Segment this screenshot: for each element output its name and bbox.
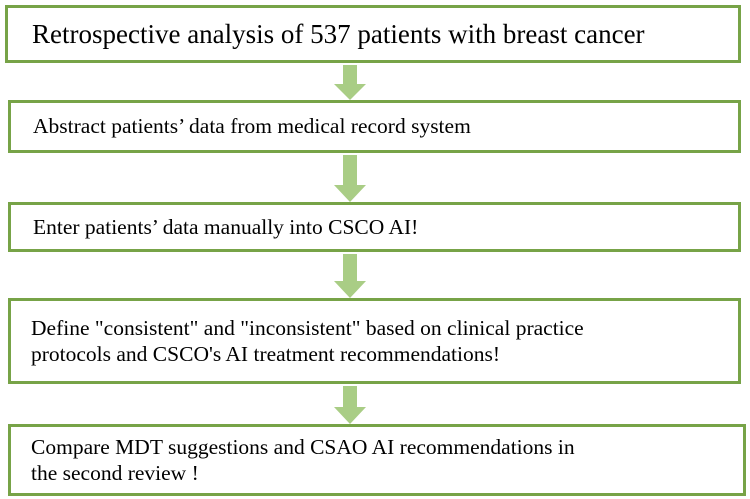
flow-step-box-1: Retrospective analysis of 537 patients w…: [5, 5, 741, 63]
flow-step-box-5: Compare MDT suggestions and CSAO AI reco…: [8, 424, 746, 496]
flow-step-text-2: Abstract patients’ data from medical rec…: [33, 114, 471, 139]
flow-step-text-3: Enter patients’ data manually into CSCO …: [33, 214, 419, 239]
flow-step-text-1: Retrospective analysis of 537 patients w…: [32, 18, 645, 49]
down-arrow-icon-4: [333, 386, 367, 424]
down-arrow-icon-2: [333, 155, 367, 202]
flow-step-box-3: Enter patients’ data manually into CSCO …: [8, 202, 741, 252]
down-arrow-icon-3: [333, 254, 367, 298]
flow-step-box-4: Define "consistent" and "inconsistent" b…: [8, 298, 741, 384]
flow-step-text-5: Compare MDT suggestions and CSAO AI reco…: [31, 434, 575, 485]
flow-step-text-4: Define "consistent" and "inconsistent" b…: [31, 315, 584, 366]
down-arrow-icon-1: [333, 65, 367, 100]
flow-step-box-2: Abstract patients’ data from medical rec…: [8, 100, 741, 153]
